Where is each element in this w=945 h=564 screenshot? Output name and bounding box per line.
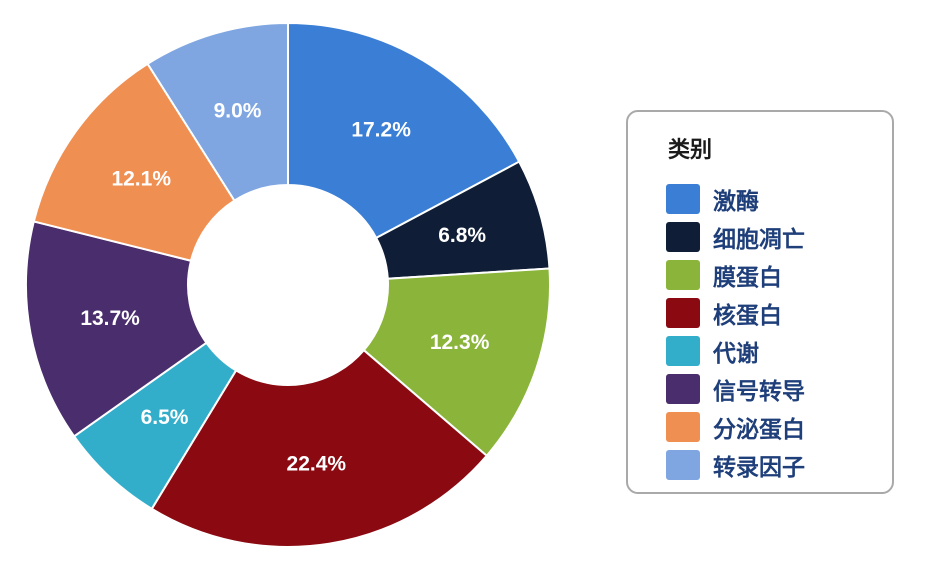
legend-swatch-nuclear-protein xyxy=(666,298,700,328)
legend-item-transcription-factor: 转录因子 xyxy=(666,446,805,484)
slice-label-nuclear-protein: 22.4% xyxy=(287,452,347,475)
slice-signal-transduction xyxy=(25,220,208,438)
slice-label-signal-transduction: 13.7% xyxy=(80,307,140,330)
legend-swatch-signal-transduction xyxy=(666,374,700,404)
legend-item-apoptosis: 细胞凋亡 xyxy=(666,218,805,256)
slice-label-apoptosis: 6.8% xyxy=(438,224,486,247)
legend-swatch-metabolism xyxy=(666,336,700,366)
legend-item-kinase: 激酶 xyxy=(666,180,805,218)
legend-label-kinase: 激酶 xyxy=(713,189,759,215)
legend-item-metabolism: 代谢 xyxy=(666,332,805,370)
legend-swatch-membrane-protein xyxy=(666,260,700,290)
slice-label-secreted-protein: 12.1% xyxy=(111,168,171,191)
slice-membrane-protein xyxy=(362,267,551,458)
legend-list: 激酶 细胞凋亡 膜蛋白 核蛋白 代谢 信号转导 分泌蛋白 转录因子 xyxy=(666,180,805,484)
legend-label-secreted-protein: 分泌蛋白 xyxy=(713,417,805,443)
legend-label-metabolism: 代谢 xyxy=(713,341,759,367)
legend-item-membrane-protein: 膜蛋白 xyxy=(666,256,805,294)
legend: 类别 激酶 细胞凋亡 膜蛋白 核蛋白 代谢 信号转导 分泌蛋白 xyxy=(626,110,894,494)
legend-swatch-transcription-factor xyxy=(666,450,700,480)
legend-item-secreted-protein: 分泌蛋白 xyxy=(666,408,805,446)
legend-item-signal-transduction: 信号转导 xyxy=(666,370,805,408)
legend-swatch-secreted-protein xyxy=(666,412,700,442)
legend-item-nuclear-protein: 核蛋白 xyxy=(666,294,805,332)
legend-swatch-kinase xyxy=(666,184,700,214)
legend-label-nuclear-protein: 核蛋白 xyxy=(713,303,782,329)
legend-swatch-apoptosis xyxy=(666,222,700,252)
slice-label-transcription-factor: 9.0% xyxy=(214,100,262,123)
donut-chart: 17.2% 6.8% 12.3% 22.4% 6.5% 13.7% 12.1% 9.0% xyxy=(25,21,551,548)
legend-label-apoptosis: 细胞凋亡 xyxy=(713,227,805,253)
slice-label-membrane-protein: 12.3% xyxy=(430,331,490,354)
slice-label-kinase: 17.2% xyxy=(351,118,411,141)
slice-nuclear-protein xyxy=(150,348,489,548)
legend-label-transcription-factor: 转录因子 xyxy=(713,455,805,481)
legend-label-signal-transduction: 信号转导 xyxy=(713,379,805,405)
legend-title: 类别 xyxy=(668,138,713,163)
slice-label-metabolism: 6.5% xyxy=(141,406,189,429)
slice-transcription-factor xyxy=(146,21,289,202)
slice-kinase xyxy=(287,21,521,240)
slice-secreted-protein xyxy=(32,62,236,262)
legend-label-membrane-protein: 膜蛋白 xyxy=(713,265,782,291)
